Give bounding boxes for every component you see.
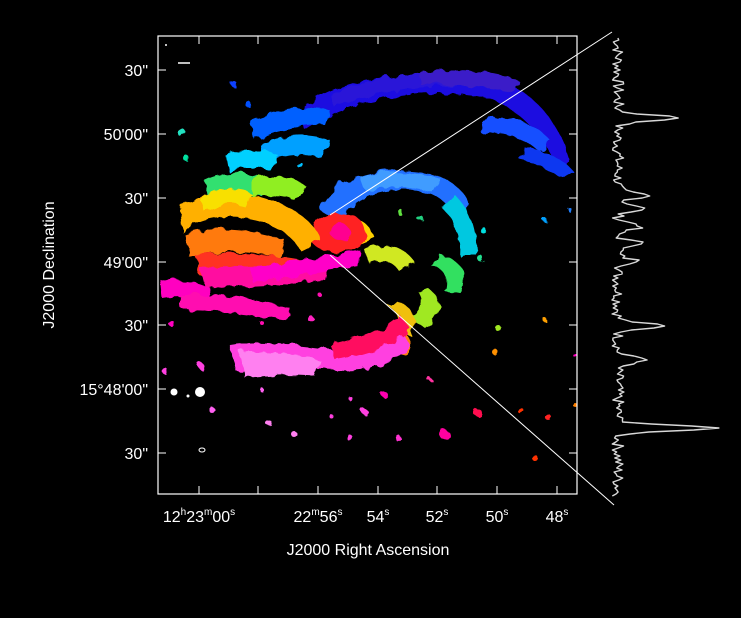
spectrum-panel <box>611 37 720 497</box>
dec-tick-label: 49'00" <box>104 255 148 272</box>
velocity-field-image <box>160 70 577 461</box>
dec-tick-label: 30" <box>125 318 148 335</box>
ra-tick-label: 22m56s <box>294 507 343 526</box>
ra-tick-label: 54s <box>367 507 390 526</box>
tick-marks <box>158 36 577 494</box>
ra-tick-label: 50s <box>486 507 509 526</box>
scattered-fragments <box>163 82 577 461</box>
ra-tick-label: 52s <box>426 507 449 526</box>
dec-tick-label: 30" <box>125 446 148 463</box>
y-axis-title: J2000 Declination <box>41 201 58 328</box>
slice-lines <box>329 31 615 506</box>
beam-markers <box>165 44 206 453</box>
ra-tick-label: 12h23m00s <box>163 507 235 526</box>
dec-tick-label: 30" <box>125 63 148 80</box>
dec-tick-label: 15°48'00" <box>79 382 148 399</box>
dec-tick-label: 30" <box>125 191 148 208</box>
spectrum-trace <box>611 37 720 497</box>
plot-frame <box>157 35 578 495</box>
north-arm-blue <box>300 73 570 175</box>
dec-tick-label: 50'00" <box>104 127 148 144</box>
x-axis-title: J2000 Right Ascension <box>287 542 450 559</box>
ra-tick-label: 48s <box>546 507 569 526</box>
